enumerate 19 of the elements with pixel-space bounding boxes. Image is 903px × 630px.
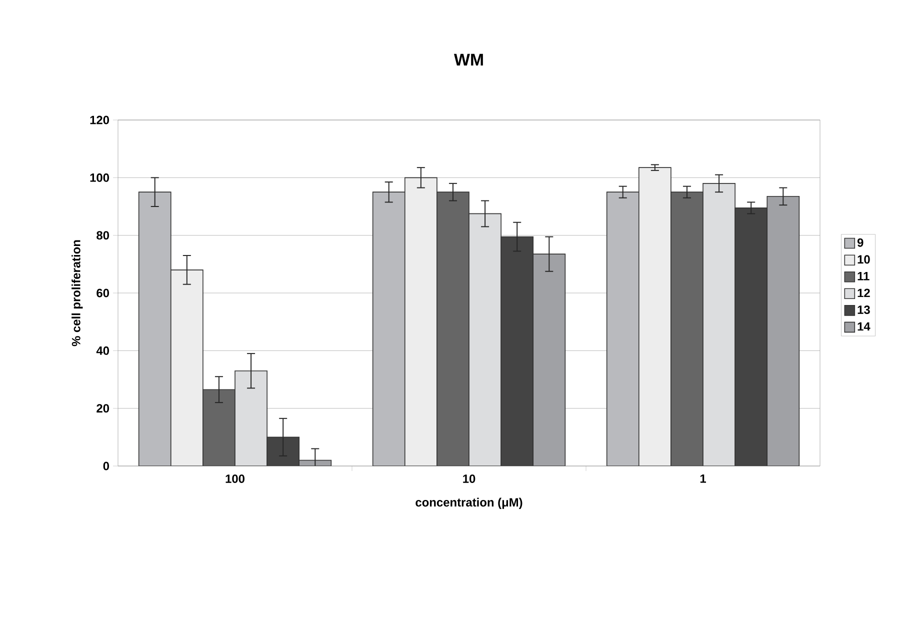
y-tick-label: 60 (96, 288, 110, 298)
y-tick-label: 120 (90, 116, 109, 124)
x-axis-title: concentration (μM) (416, 498, 522, 509)
legend-label: 9 (857, 238, 864, 247)
legend-label: 11 (858, 272, 870, 280)
x-tick-label: 1 (700, 474, 706, 483)
x-tick-label: 10 (463, 474, 476, 483)
x-tick-label: 100 (226, 474, 244, 483)
y-tick-label: 80 (96, 231, 110, 240)
y-tick-label: 100 (90, 173, 109, 182)
y-tick-label: 40 (96, 346, 110, 355)
legend-label: 14 (858, 322, 870, 331)
y-tick-label: 20 (96, 404, 110, 413)
y-tick-label: 0 (103, 462, 110, 470)
legend-label: 12 (858, 288, 870, 298)
legend-label: 10 (858, 255, 870, 264)
chart-title: WM (454, 54, 483, 66)
y-axis-title: % cell proliferation (72, 240, 83, 346)
legend-label: 13 (858, 306, 870, 314)
